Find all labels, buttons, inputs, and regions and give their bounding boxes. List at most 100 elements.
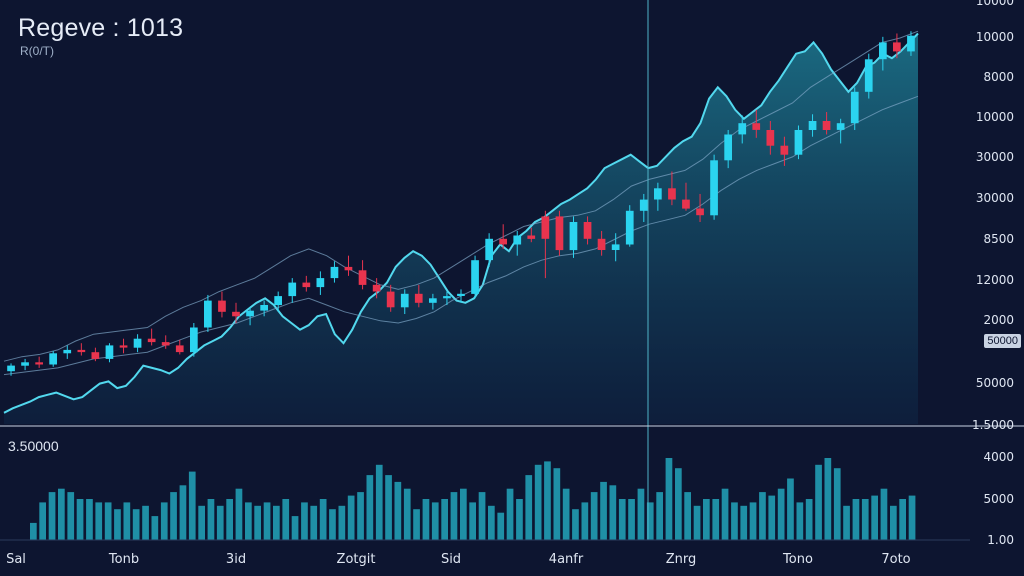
volume-bar	[188, 471, 196, 540]
volume-bar	[703, 499, 710, 540]
y-tick-label: 1.5000	[972, 418, 1014, 432]
x-tick-label: Tonb	[108, 552, 140, 567]
candle-body	[344, 266, 353, 271]
volume-bar	[170, 492, 177, 540]
x-tick-label: 3id	[225, 552, 247, 567]
volume-bar	[403, 488, 411, 540]
candle-body	[541, 216, 550, 239]
volume-bar	[123, 502, 131, 540]
candle-body	[654, 188, 662, 200]
candle-body	[288, 282, 297, 297]
upper-band-line	[3, 30, 919, 362]
candle-body	[330, 266, 339, 279]
candle-body	[752, 123, 761, 130]
volume-bar	[488, 505, 495, 540]
volume-bar	[590, 492, 598, 540]
volume-bar	[207, 499, 215, 540]
volume-bar	[478, 492, 486, 540]
volume-bar	[843, 505, 850, 540]
candle-body	[724, 134, 732, 161]
candle-body	[822, 121, 831, 130]
candle-body	[527, 235, 536, 239]
x-tick-label: Sal	[6, 552, 26, 567]
y-tick-label: 50000	[975, 376, 1014, 390]
volume-tick-label: 1.00	[987, 533, 1014, 547]
volume-bar	[254, 505, 261, 540]
volume-bar	[693, 505, 701, 540]
candle-body	[91, 352, 100, 359]
volume-bar	[301, 502, 308, 540]
volume-bar	[908, 495, 916, 540]
volume-bar	[796, 502, 804, 540]
candle-body	[386, 291, 395, 308]
candle-body	[457, 293, 465, 296]
volume-bar	[226, 499, 233, 540]
volume-bar	[675, 468, 682, 540]
current-price-tag: 50000	[984, 334, 1021, 348]
candle-body	[316, 278, 325, 288]
candle-body	[907, 35, 915, 52]
candle-body	[232, 311, 240, 317]
volume-bar	[338, 505, 346, 540]
candle-body	[77, 349, 86, 353]
candle-body	[794, 130, 803, 155]
candle-body	[302, 282, 311, 288]
candles	[7, 31, 915, 376]
volume-bar	[768, 495, 776, 540]
volume-bars	[30, 458, 916, 540]
volume-bar	[198, 505, 205, 540]
candle-body	[274, 296, 282, 306]
volume-bar	[441, 499, 448, 540]
volume-bar	[282, 499, 290, 540]
volume-bar	[890, 505, 897, 540]
volume-bar	[160, 502, 168, 540]
chart-subtitle: R(0/T)	[20, 44, 54, 58]
candle-body	[260, 305, 268, 311]
volume-bar	[450, 492, 458, 540]
y-tick-label: 30000	[975, 150, 1014, 164]
volume-bar	[76, 499, 84, 540]
area-fill	[4, 33, 918, 424]
volume-bar	[375, 464, 383, 540]
y-tick-label: 12000	[975, 273, 1014, 287]
volume-bar	[319, 499, 327, 540]
candle-body	[555, 216, 564, 251]
candle-body	[682, 199, 690, 209]
volume-bar	[852, 499, 860, 540]
volume-bar	[684, 492, 691, 540]
volume-bar	[824, 458, 832, 540]
volume-bar	[618, 499, 626, 540]
volume-bar	[581, 502, 589, 540]
candle-body	[49, 353, 57, 365]
candle-body	[808, 121, 817, 130]
candle-body	[780, 145, 789, 155]
x-tick-label: Znrg	[665, 552, 697, 567]
volume-bar	[273, 505, 280, 540]
x-tick-label: Tono	[783, 552, 813, 567]
candle-body	[429, 298, 437, 303]
candle-body	[7, 365, 15, 372]
volume-bar	[787, 478, 794, 540]
candle-body	[710, 160, 718, 216]
candle-body	[471, 260, 479, 294]
volume-bar	[413, 509, 420, 540]
volume-bar	[58, 488, 65, 540]
volume-bar	[553, 468, 561, 540]
volume-tick-label: 4000	[983, 450, 1014, 464]
volume-bar	[263, 502, 271, 540]
candle-body	[246, 310, 254, 317]
volume-bar	[385, 475, 392, 540]
volume-bar	[609, 485, 617, 540]
x-tick-label: 7oto	[881, 552, 911, 567]
y-tick-label: 8000	[983, 70, 1014, 84]
volume-bar	[600, 481, 607, 540]
candle-body	[583, 222, 592, 239]
candle-body	[175, 345, 184, 353]
y-tick-label: 30000	[975, 191, 1014, 205]
volume-bar	[497, 512, 505, 540]
volume-bar	[104, 502, 112, 540]
candle-body	[569, 222, 578, 251]
volume-bar	[216, 505, 224, 540]
volume-bar	[572, 509, 579, 540]
